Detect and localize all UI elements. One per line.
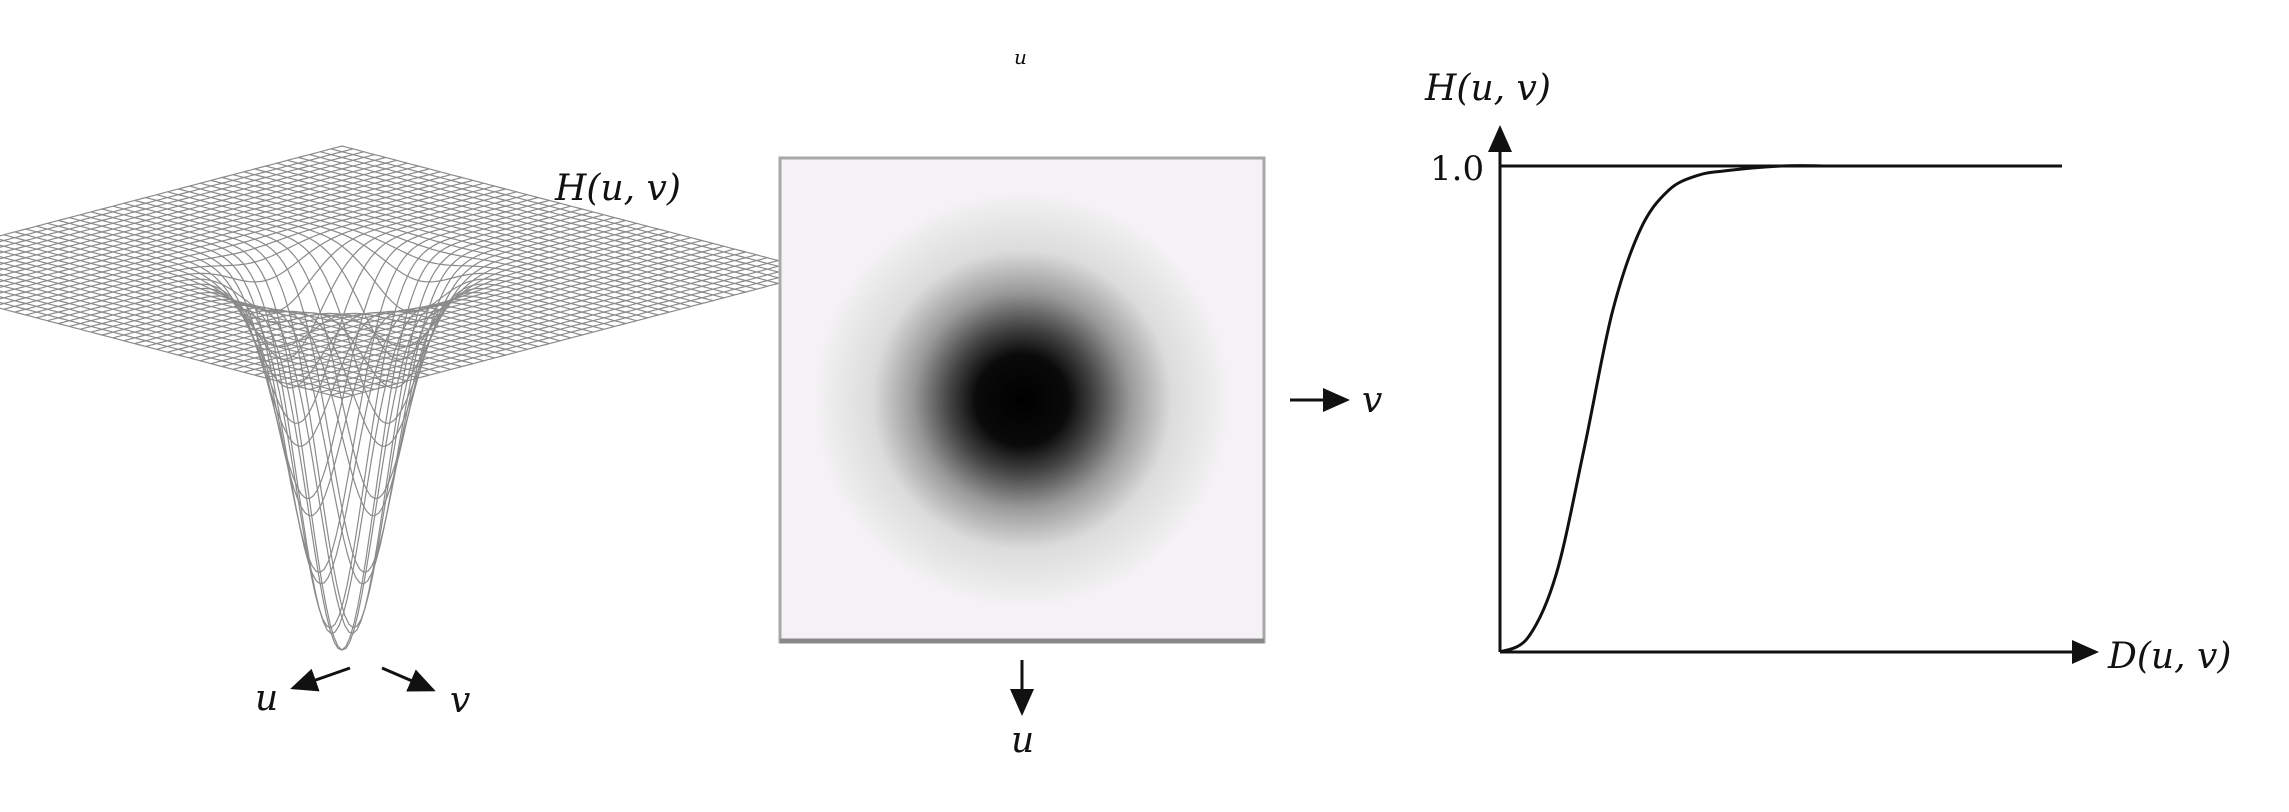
u-arrow — [290, 666, 351, 692]
surface-h-label: H(u, v) — [554, 168, 681, 209]
mesh-surface-plot — [0, 145, 823, 651]
dark-center-spot — [814, 192, 1230, 608]
profile-curve — [1499, 164, 2062, 654]
v-arrow — [381, 666, 436, 692]
image-v-label: v — [1362, 380, 1382, 421]
surface-v-label: v — [450, 680, 470, 721]
mesh-surface-panel: H(u, v) u v — [0, 145, 823, 721]
profile-y-label: H(u, v) — [1424, 68, 1551, 109]
image-u-label: u — [1011, 720, 1034, 761]
surface-u-label: u — [255, 678, 278, 719]
image-top-label: u — [1014, 45, 1027, 69]
y-tick-1: 1.0 — [1430, 149, 1484, 189]
profile-chart-panel: 1.0 H(u, v) D(u, v) — [1424, 68, 2231, 677]
profile-x-label: D(u, v) — [2107, 636, 2231, 677]
filter-image-panel: u v u — [778, 45, 1382, 761]
